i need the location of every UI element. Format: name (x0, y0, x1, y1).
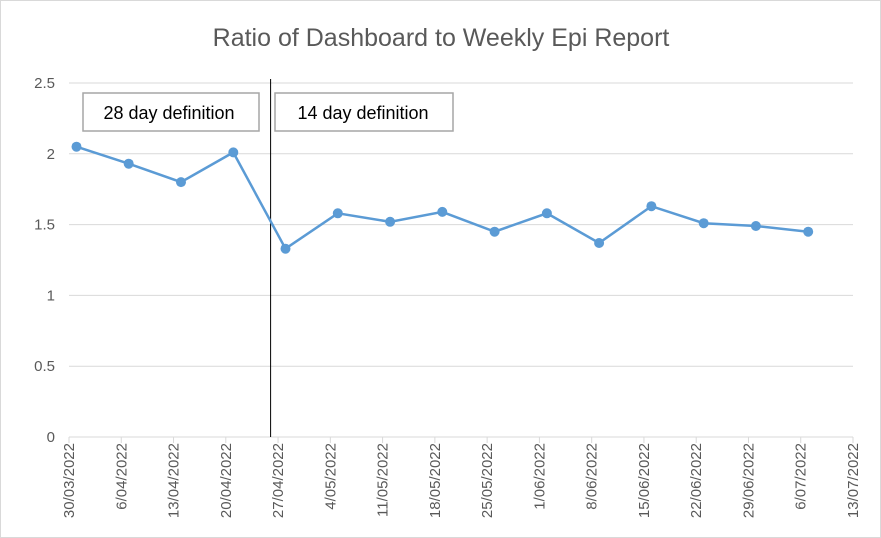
axes: 0 0.5 1 1.5 2 2.5 30/03/2022 6/04/2022 13/04/202… (34, 75, 862, 518)
y-tick-label: 1.5 (34, 217, 55, 234)
x-tick-label: 30/03/2022 (61, 443, 78, 518)
data-point (176, 177, 186, 188)
annotation-box-28-day (82, 92, 260, 132)
x-tick-label: 1/06/2022 (531, 443, 548, 510)
y-tick-label: 2 (47, 146, 55, 163)
data-point (594, 238, 605, 248)
data-point (280, 243, 291, 254)
y-tick-label: 2.5 (34, 75, 55, 92)
data-point (698, 218, 709, 229)
x-tick-label: 25/05/2022 (479, 443, 496, 518)
annotations: 28 day definition 14 day definition (82, 92, 454, 132)
x-tick-label: 15/06/2022 (636, 443, 653, 518)
x-tick-label: 27/04/2022 (270, 443, 287, 518)
series-layer (71, 141, 814, 254)
x-tick-label: 4/05/2022 (322, 443, 339, 510)
data-point (489, 226, 500, 237)
data-point (228, 147, 239, 158)
data-point (803, 226, 814, 237)
x-tick-label: 22/06/2022 (688, 443, 705, 518)
data-point (750, 221, 761, 231)
data-point (71, 141, 82, 152)
y-tick-label: 0.5 (34, 358, 55, 375)
x-tick-label: 13/07/2022 (845, 443, 862, 518)
data-point (385, 216, 396, 227)
series-line (76, 145, 809, 251)
data-point (332, 208, 343, 219)
x-tick-label: 6/04/2022 (113, 443, 130, 510)
x-tick-label: 6/07/2022 (793, 443, 810, 510)
x-tick-label: 13/04/2022 (166, 443, 183, 518)
gridlines (69, 82, 853, 367)
x-tick-label: 11/05/2022 (375, 443, 392, 517)
y-tick-label: 1 (47, 287, 55, 304)
data-point (541, 208, 552, 219)
x-tick-label: 18/05/2022 (427, 443, 444, 518)
data-point (123, 158, 134, 169)
x-tick-label: 29/06/2022 (740, 443, 757, 518)
x-tick-label: 8/06/2022 (584, 443, 601, 510)
y-tick-label: 0 (47, 429, 55, 446)
data-point (646, 201, 657, 212)
annotation-box-14-day (274, 92, 454, 132)
data-point (437, 206, 448, 217)
annotation-28-day-label: 28 day definition (103, 103, 234, 123)
x-tick-label: 20/04/2022 (218, 443, 235, 518)
chart-title: Ratio of Dashboard to Weekly Epi Report (213, 24, 670, 52)
annotation-14-day-label: 14 day definition (297, 103, 428, 123)
